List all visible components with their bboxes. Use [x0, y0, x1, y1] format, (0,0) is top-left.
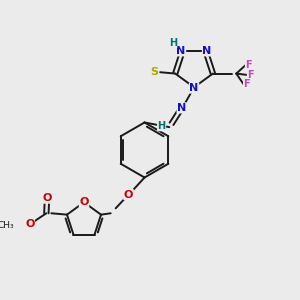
Text: N: N	[177, 103, 186, 113]
Text: F: F	[247, 70, 254, 80]
Text: CH₃: CH₃	[0, 220, 14, 230]
Text: O: O	[124, 190, 133, 200]
Text: O: O	[42, 193, 52, 203]
Text: N: N	[202, 46, 212, 56]
Text: F: F	[243, 79, 250, 89]
Text: H: H	[169, 38, 177, 48]
Text: N: N	[176, 46, 186, 56]
Text: N: N	[189, 83, 199, 93]
Text: H: H	[158, 121, 166, 131]
Text: O: O	[79, 197, 89, 207]
Text: O: O	[25, 219, 34, 229]
Text: S: S	[151, 67, 159, 77]
Text: F: F	[245, 60, 252, 70]
